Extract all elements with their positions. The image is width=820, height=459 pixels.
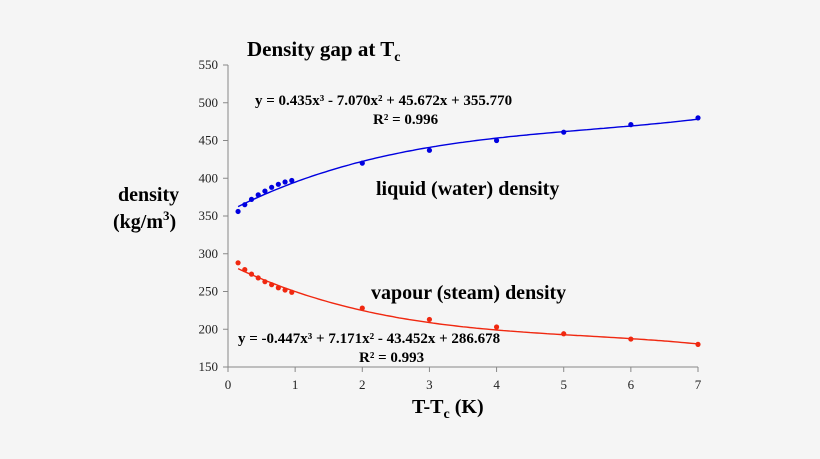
liquid-data-point: [282, 179, 288, 185]
liquid-data-point: [248, 196, 255, 202]
liquid-data-point: [695, 115, 701, 121]
y-tick-label: 400: [199, 170, 219, 185]
y-tick-label: 200: [199, 321, 219, 336]
liquid-trendline: [237, 118, 699, 208]
chart-title: Density gap at Tc: [247, 37, 400, 65]
vapour-data-point: [628, 336, 634, 342]
y-tick-label: 500: [199, 95, 219, 110]
liquid-data-point: [262, 188, 268, 194]
y-tick-label: 250: [199, 284, 219, 299]
x-axis-label: T-Tc (K): [412, 396, 484, 422]
vapour-data-point: [359, 305, 365, 311]
liquid-trendline-r2: R² = 0.996: [373, 112, 439, 128]
vapour-data-point: [255, 275, 261, 281]
vapour-trendline: [237, 267, 699, 345]
vapour-data-point: [275, 285, 281, 291]
x-tick-label: 7: [695, 377, 702, 392]
liquid-data-point: [255, 192, 261, 198]
y-tick-label: 150: [199, 359, 219, 374]
liquid-data-point: [493, 137, 500, 144]
liquid-data-point: [242, 202, 248, 208]
liquid-density-label: liquid (water) density: [376, 178, 559, 200]
vapour-data-point: [695, 341, 701, 347]
y-tick-label: 300: [199, 246, 219, 261]
liquid-data-point: [561, 129, 567, 135]
liquid-data-point: [359, 160, 365, 166]
liquid-data-point: [275, 181, 281, 187]
x-tick-label: 5: [560, 377, 567, 392]
liquid-data-point: [426, 147, 433, 153]
x-tick-label: 4: [493, 377, 500, 392]
vapour-trendline-equation: y = -0.447x³ + 7.171x² - 43.452x + 286.6…: [238, 331, 500, 347]
x-tick-label: 1: [292, 377, 299, 392]
liquid-data-point: [269, 184, 275, 190]
vapour-data-point: [242, 267, 248, 273]
x-tick-label: 0: [225, 377, 232, 392]
vapour-data-point: [248, 271, 255, 277]
vapour-data-point: [282, 287, 288, 293]
vapour-data-point: [561, 331, 567, 337]
vapour-data-point: [426, 316, 433, 323]
plot-area: [235, 115, 701, 347]
vapour-trendline-r2: R² = 0.993: [359, 350, 424, 366]
y-tick-label: 450: [199, 133, 219, 148]
liquid-data-point: [289, 177, 295, 184]
vapour-density-label: vapour (steam) density: [371, 282, 566, 304]
y-axis-unit: (kg/m3): [113, 208, 176, 233]
vapour-data-point: [235, 260, 241, 266]
y-axis-label: density: [118, 184, 179, 206]
y-tick-label: 550: [199, 57, 219, 72]
vapour-data-point: [269, 282, 275, 288]
y-tick-label: 350: [199, 208, 219, 223]
liquid-data-point: [235, 208, 241, 215]
liquid-trendline-equation: y = 0.435x³ - 7.070x² + 45.672x + 355.77…: [255, 93, 512, 109]
axes: 150 200 250 300 350 400 450 500 550 0 1 2 3 4 5 6 7: [199, 57, 702, 392]
vapour-data-point: [289, 289, 295, 295]
liquid-data-point: [628, 122, 634, 128]
vapour-data-point: [493, 324, 500, 330]
vapour-data-point: [262, 279, 268, 285]
x-tick-label: 6: [628, 377, 635, 392]
x-tick-label: 2: [359, 377, 366, 392]
x-tick-label: 3: [426, 377, 433, 392]
